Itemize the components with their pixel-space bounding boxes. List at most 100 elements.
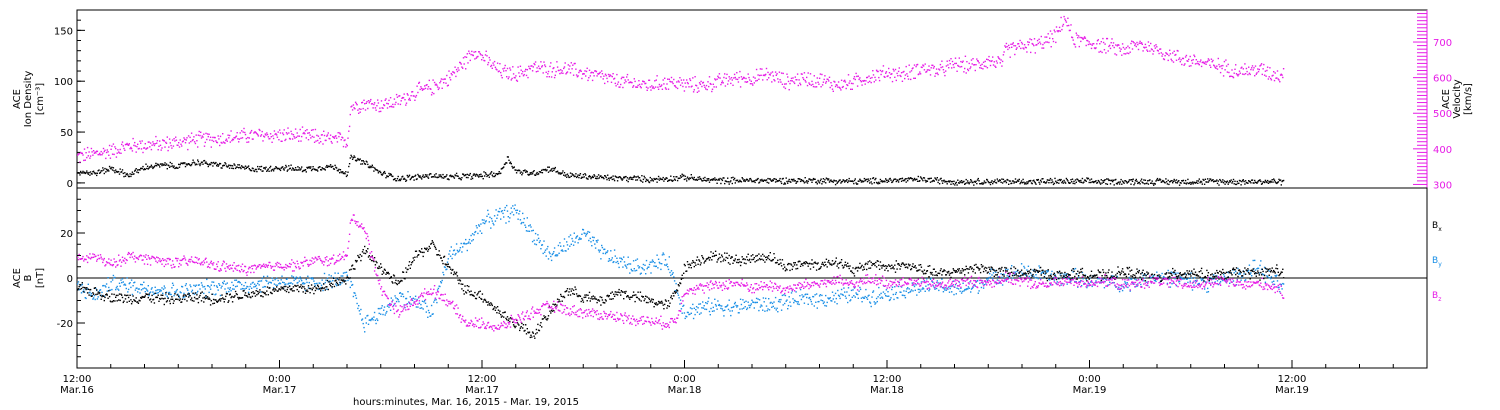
data-point — [172, 145, 175, 147]
data-point — [619, 176, 621, 178]
data-point — [660, 85, 662, 87]
data-point — [805, 81, 807, 83]
data-point — [366, 315, 368, 317]
data-point — [893, 70, 895, 72]
data-point — [442, 271, 444, 274]
data-point — [244, 133, 247, 136]
data-point — [465, 68, 467, 70]
data-point — [184, 165, 187, 168]
data-point — [552, 252, 554, 255]
data-point — [383, 306, 386, 308]
data-point — [889, 77, 891, 79]
data-point — [1011, 46, 1013, 48]
data-point — [139, 169, 141, 171]
data-point — [828, 298, 830, 300]
data-point — [1007, 268, 1009, 271]
data-point — [167, 164, 169, 166]
data-point — [1216, 280, 1219, 282]
data-point — [744, 306, 746, 308]
data-point — [849, 300, 851, 302]
data-point — [266, 275, 269, 277]
data-point — [821, 294, 823, 297]
data-point — [1046, 36, 1048, 38]
data-point — [140, 296, 142, 299]
data-point — [971, 287, 973, 289]
data-point — [944, 181, 946, 183]
data-point — [159, 290, 161, 293]
data-point — [632, 270, 634, 272]
data-point — [795, 182, 797, 184]
data-point — [500, 218, 502, 220]
data-point — [583, 232, 585, 234]
data-point — [828, 178, 830, 180]
data-point — [428, 312, 430, 314]
data-point — [1282, 76, 1284, 79]
data-point — [1176, 182, 1178, 184]
data-point — [1090, 43, 1092, 45]
data-point — [960, 292, 963, 294]
data-point — [1107, 178, 1109, 180]
data-point — [1264, 70, 1267, 72]
data-point — [858, 180, 860, 182]
data-point — [1060, 284, 1062, 286]
data-point — [244, 131, 246, 134]
data-point — [1152, 182, 1154, 185]
data-point — [623, 176, 625, 178]
data-point — [639, 179, 642, 181]
data-point — [491, 174, 493, 176]
data-point — [134, 289, 137, 291]
data-point — [736, 305, 739, 307]
data-point — [272, 287, 275, 289]
data-point — [701, 85, 703, 88]
data-point — [687, 311, 689, 314]
data-point — [317, 167, 320, 169]
data-point — [458, 177, 460, 180]
data-point — [1189, 280, 1191, 282]
data-point — [1048, 41, 1050, 44]
data-point — [146, 165, 149, 167]
data-point — [748, 76, 750, 79]
data-point — [1146, 49, 1148, 51]
data-point — [1052, 40, 1055, 43]
data-point — [203, 285, 206, 288]
data-point — [299, 276, 301, 278]
data-point — [209, 288, 212, 290]
data-point — [455, 175, 457, 177]
data-point — [1035, 183, 1037, 185]
data-point — [152, 166, 155, 169]
data-point — [297, 135, 299, 137]
data-point — [684, 317, 686, 320]
data-point — [444, 176, 446, 178]
data-point — [1106, 37, 1109, 40]
data-point — [1099, 43, 1101, 45]
data-point — [340, 171, 342, 173]
data-point — [430, 173, 432, 175]
data-point — [746, 307, 749, 309]
data-point — [1191, 182, 1193, 184]
data-point — [1030, 39, 1033, 41]
data-point — [350, 154, 352, 157]
data-point — [1108, 45, 1110, 48]
data-point — [83, 291, 85, 293]
data-point — [263, 136, 266, 138]
data-point — [532, 66, 534, 68]
data-point — [721, 80, 724, 82]
data-point — [241, 165, 243, 167]
data-point — [546, 248, 548, 250]
data-point — [384, 172, 386, 175]
data-point — [79, 161, 81, 163]
data-point — [576, 235, 579, 237]
data-point — [1083, 181, 1085, 183]
data-point — [420, 86, 422, 88]
data-point — [481, 232, 483, 234]
data-point — [588, 231, 591, 233]
data-point — [536, 67, 538, 69]
data-point — [149, 142, 152, 144]
data-point — [111, 279, 114, 281]
data-point — [376, 169, 378, 171]
data-point — [1065, 21, 1068, 23]
data-point — [1153, 50, 1155, 52]
data-point — [1076, 34, 1078, 36]
data-point — [596, 241, 598, 243]
data-point — [523, 73, 525, 76]
